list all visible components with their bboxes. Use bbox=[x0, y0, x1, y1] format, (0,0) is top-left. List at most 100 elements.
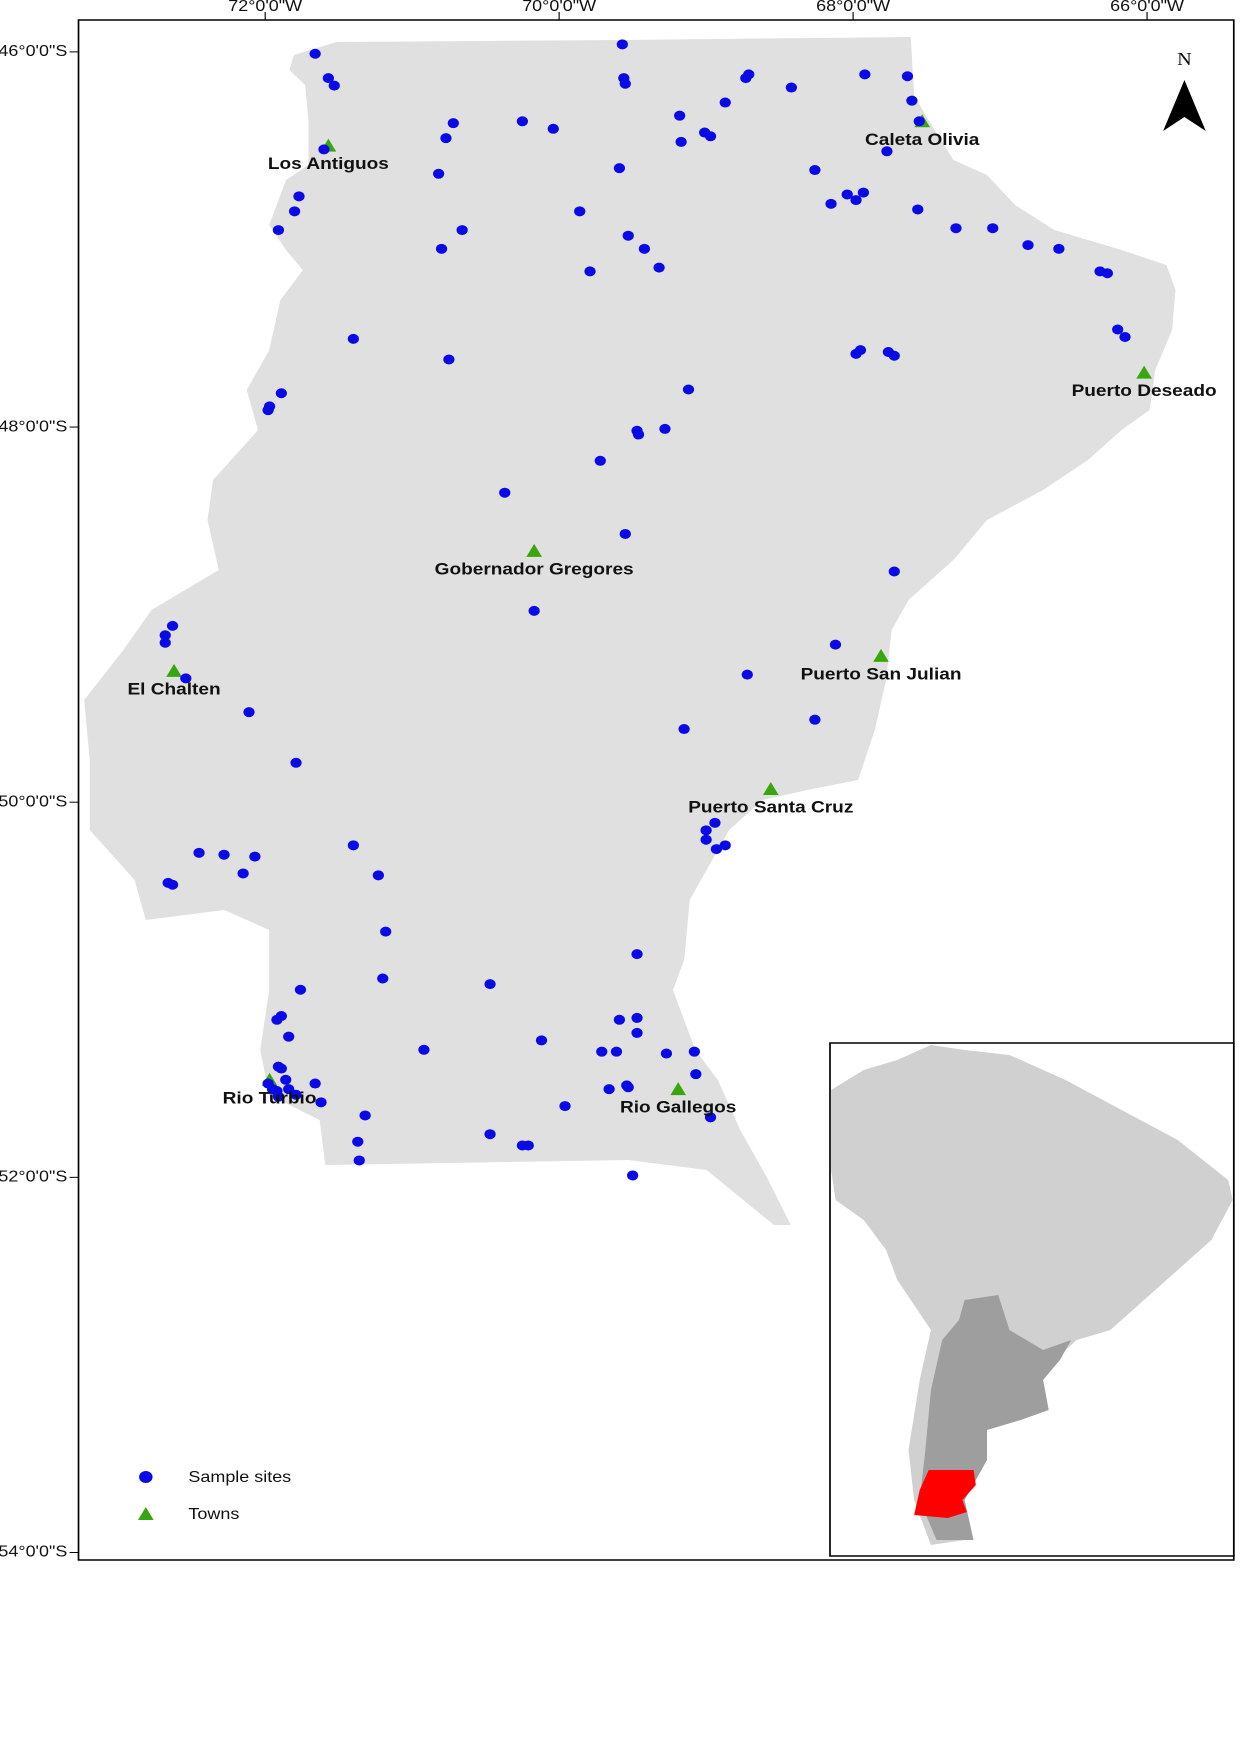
sample-site bbox=[249, 851, 261, 862]
sample-site bbox=[159, 630, 171, 641]
sample-site bbox=[1053, 243, 1065, 254]
sample-site bbox=[854, 345, 867, 356]
town-marker bbox=[873, 648, 889, 662]
sample-site bbox=[913, 116, 925, 127]
sample-site bbox=[547, 123, 559, 134]
north-arrow bbox=[1163, 80, 1206, 131]
sample-site bbox=[719, 97, 731, 108]
sample-site bbox=[484, 979, 496, 990]
sample-site bbox=[700, 825, 712, 836]
y-tick-label: 52°0'0"S bbox=[0, 1167, 67, 1185]
sample-site bbox=[888, 566, 900, 577]
sample-site bbox=[318, 144, 330, 155]
sample-site bbox=[353, 1155, 365, 1166]
sample-site bbox=[237, 868, 249, 879]
sample-site bbox=[888, 350, 900, 361]
sample-site bbox=[535, 1035, 548, 1046]
sample-site bbox=[418, 1044, 430, 1055]
town-label: Puerto Deseado bbox=[1072, 381, 1217, 400]
sample-site bbox=[584, 266, 596, 277]
town-marker bbox=[670, 1082, 687, 1096]
y-tick-label: 48°0'0"S bbox=[0, 417, 67, 435]
legend-label: Sample sites bbox=[188, 1468, 291, 1486]
sample-site bbox=[596, 1046, 608, 1057]
sample-site bbox=[1022, 240, 1034, 251]
sample-site bbox=[262, 405, 274, 416]
sample-site bbox=[218, 849, 230, 860]
sample-site bbox=[359, 1110, 371, 1121]
sample-site bbox=[912, 204, 924, 215]
sample-site bbox=[704, 1112, 717, 1123]
sample-site bbox=[682, 384, 695, 395]
sample-site bbox=[631, 1027, 643, 1038]
sample-site bbox=[631, 1012, 643, 1023]
sample-site bbox=[309, 48, 321, 59]
town-label: Puerto San Julian bbox=[801, 664, 962, 683]
sample-site bbox=[347, 840, 359, 851]
legend-town-marker bbox=[137, 1507, 154, 1520]
sample-site bbox=[700, 834, 712, 845]
sample-site bbox=[272, 225, 285, 236]
sample-site bbox=[622, 230, 634, 241]
town-label: El Chalten bbox=[127, 679, 220, 698]
sample-site bbox=[675, 136, 687, 147]
sample-site bbox=[594, 455, 606, 466]
sample-site bbox=[166, 620, 179, 631]
sample-site bbox=[809, 714, 821, 725]
y-tick-label: 50°0'0"S bbox=[0, 792, 67, 810]
sample-site bbox=[704, 131, 717, 142]
sample-site bbox=[906, 95, 918, 106]
sample-site bbox=[456, 225, 468, 236]
town-marker bbox=[166, 663, 182, 677]
y-tick-label: 54°0'0"S bbox=[0, 1543, 67, 1561]
sample-site bbox=[857, 187, 869, 198]
legend-label: Towns bbox=[188, 1505, 239, 1523]
sample-site bbox=[499, 487, 511, 498]
town-label: Rio Turbio bbox=[223, 1088, 317, 1107]
town-label: Gobernador Gregores bbox=[435, 559, 634, 578]
inset-map bbox=[69, 12, 1235, 1557]
sample-site bbox=[440, 133, 452, 144]
sample-site bbox=[377, 973, 389, 984]
sample-site bbox=[522, 1140, 534, 1151]
sample-site bbox=[283, 1084, 295, 1095]
santa-cruz bbox=[914, 1470, 976, 1518]
sample-site bbox=[631, 949, 643, 960]
sample-site bbox=[275, 388, 287, 399]
sample-site bbox=[516, 116, 529, 127]
sample-site bbox=[678, 724, 690, 735]
map-frame bbox=[77, 19, 1235, 1561]
sample-site bbox=[627, 1170, 639, 1181]
sample-site bbox=[603, 1084, 615, 1095]
sample-site bbox=[690, 1069, 702, 1080]
sample-site bbox=[1112, 324, 1124, 335]
sample-site bbox=[283, 1031, 295, 1042]
sample-site bbox=[271, 1014, 283, 1025]
sample-site bbox=[574, 206, 586, 217]
town-marker bbox=[526, 543, 543, 557]
town-label: Los Antiguos bbox=[268, 154, 389, 173]
sample-site bbox=[785, 82, 797, 93]
sample-site bbox=[280, 1074, 292, 1085]
sample-site bbox=[987, 223, 999, 234]
sample-site bbox=[859, 69, 871, 80]
sample-site bbox=[653, 262, 665, 273]
sample-site bbox=[372, 870, 384, 881]
sample-site bbox=[613, 163, 626, 174]
sample-site bbox=[443, 354, 455, 365]
sample-site bbox=[447, 118, 459, 129]
sample-site bbox=[159, 637, 171, 648]
x-tick-label: 68°0'0"W bbox=[816, 0, 890, 15]
sample-site bbox=[610, 1046, 623, 1057]
sample-site bbox=[290, 1089, 302, 1100]
sample-site bbox=[347, 333, 359, 344]
sample-site bbox=[841, 189, 853, 200]
province bbox=[84, 37, 1176, 1225]
sample-site bbox=[275, 1063, 287, 1074]
sample-site bbox=[659, 423, 671, 434]
sample-site bbox=[315, 1097, 327, 1108]
sample-site bbox=[638, 243, 650, 254]
sample-site bbox=[688, 1046, 700, 1057]
sample-site bbox=[660, 1048, 673, 1059]
